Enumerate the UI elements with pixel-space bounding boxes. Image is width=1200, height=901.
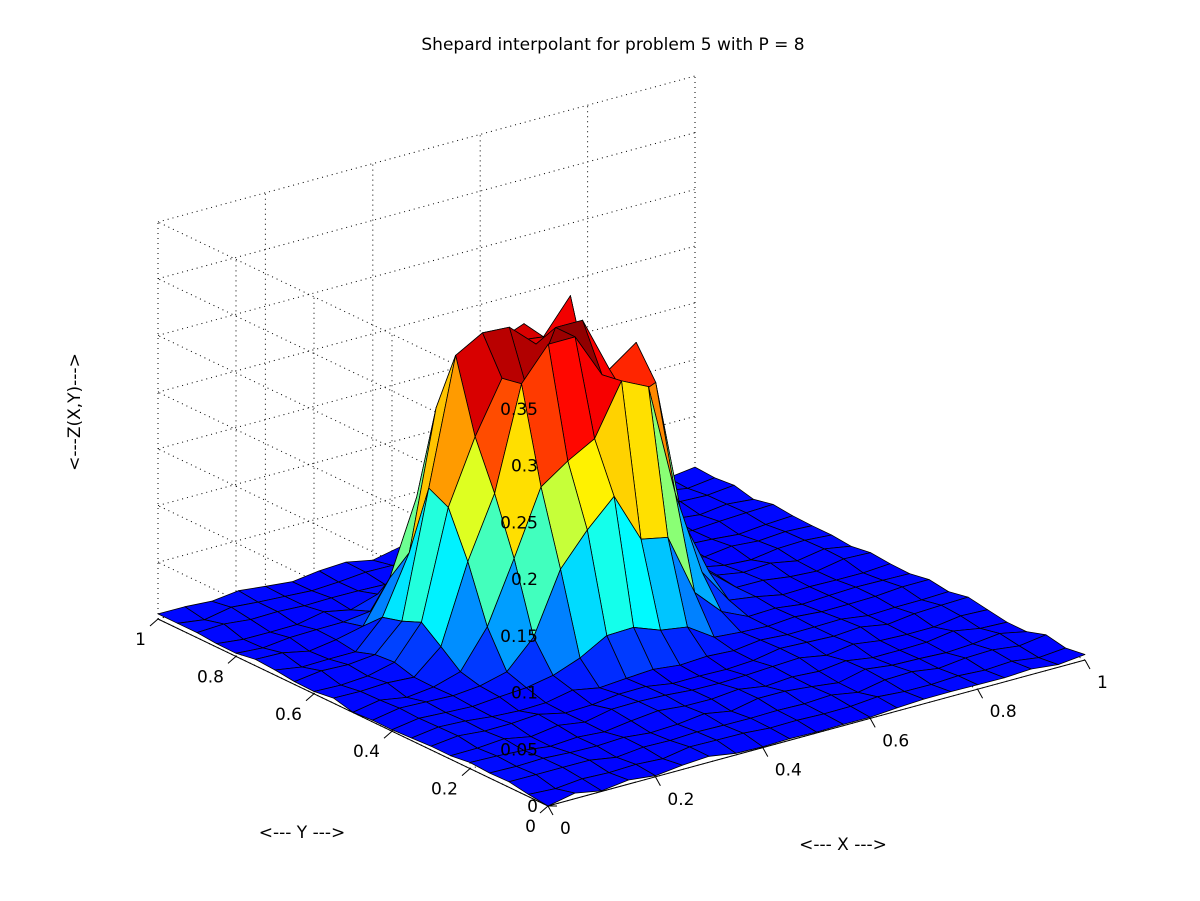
grid-line bbox=[157, 505, 549, 694]
y-tick-label: 1 bbox=[135, 630, 146, 650]
x-tick-label: 1 bbox=[1097, 673, 1108, 693]
x-tick-label: 0.4 bbox=[775, 761, 802, 781]
z-tick-label: 0.25 bbox=[500, 513, 538, 533]
y-tick-mark bbox=[461, 768, 471, 776]
y-tick-label: 0.6 bbox=[275, 705, 302, 725]
surface-mesh bbox=[157, 295, 1086, 807]
z-axis-label: <---Z(X,Y)---> bbox=[65, 353, 85, 471]
x-tick-label: 0 bbox=[560, 819, 571, 839]
y-tick-label: 0.4 bbox=[353, 742, 380, 762]
z-tick-label: 0.15 bbox=[500, 627, 538, 647]
grid-line bbox=[157, 561, 549, 750]
y-tick-mark bbox=[149, 618, 159, 627]
grid-line bbox=[157, 188, 696, 336]
x-tick-label: 0.8 bbox=[990, 702, 1017, 722]
z-tick-label: 0.3 bbox=[511, 457, 538, 477]
grid-line bbox=[157, 75, 696, 223]
z-tick-label: 0.2 bbox=[511, 570, 538, 590]
x-tick-mark bbox=[1084, 659, 1091, 670]
grid-line bbox=[157, 132, 696, 280]
x-axis-label: <--- X ---> bbox=[799, 835, 887, 855]
y-tick-label: 0 bbox=[525, 817, 536, 837]
grid-line bbox=[157, 448, 549, 637]
z-tick-label: 0.1 bbox=[511, 684, 538, 704]
x-tick-label: 0.6 bbox=[882, 731, 909, 751]
x-tick-label: 0.2 bbox=[667, 790, 694, 810]
surface-facet bbox=[528, 788, 576, 807]
grid-line bbox=[157, 391, 549, 580]
y-tick-mark bbox=[305, 693, 315, 702]
grid-line bbox=[157, 221, 549, 410]
x-tick-mark bbox=[977, 688, 984, 699]
y-tick-mark bbox=[227, 656, 237, 664]
z-tick-label: 0.35 bbox=[500, 400, 538, 420]
y-tick-mark bbox=[539, 805, 549, 814]
x-axis-line bbox=[547, 659, 1086, 807]
tick-labels: 000.20.20.40.40.60.6 0.80.8 1100.050.10.15… bbox=[135, 400, 1108, 839]
y-tick-label: 0.2 bbox=[431, 780, 458, 800]
z-tick-label: 0.05 bbox=[500, 740, 538, 760]
y-tick-mark bbox=[383, 730, 393, 739]
z-tick-label: 0 bbox=[527, 797, 538, 817]
x-tick-mark bbox=[762, 747, 769, 757]
y-axis-label: <--- Y ---> bbox=[259, 823, 346, 843]
x-tick-mark bbox=[654, 776, 661, 787]
grid-line bbox=[157, 334, 549, 523]
x-tick-mark bbox=[547, 805, 554, 816]
y-tick-label: 0.8 bbox=[197, 667, 224, 687]
grid-line bbox=[157, 278, 549, 467]
x-tick-mark bbox=[869, 718, 876, 728]
chart-title: Shepard interpolant for problem 5 with P… bbox=[421, 35, 804, 55]
